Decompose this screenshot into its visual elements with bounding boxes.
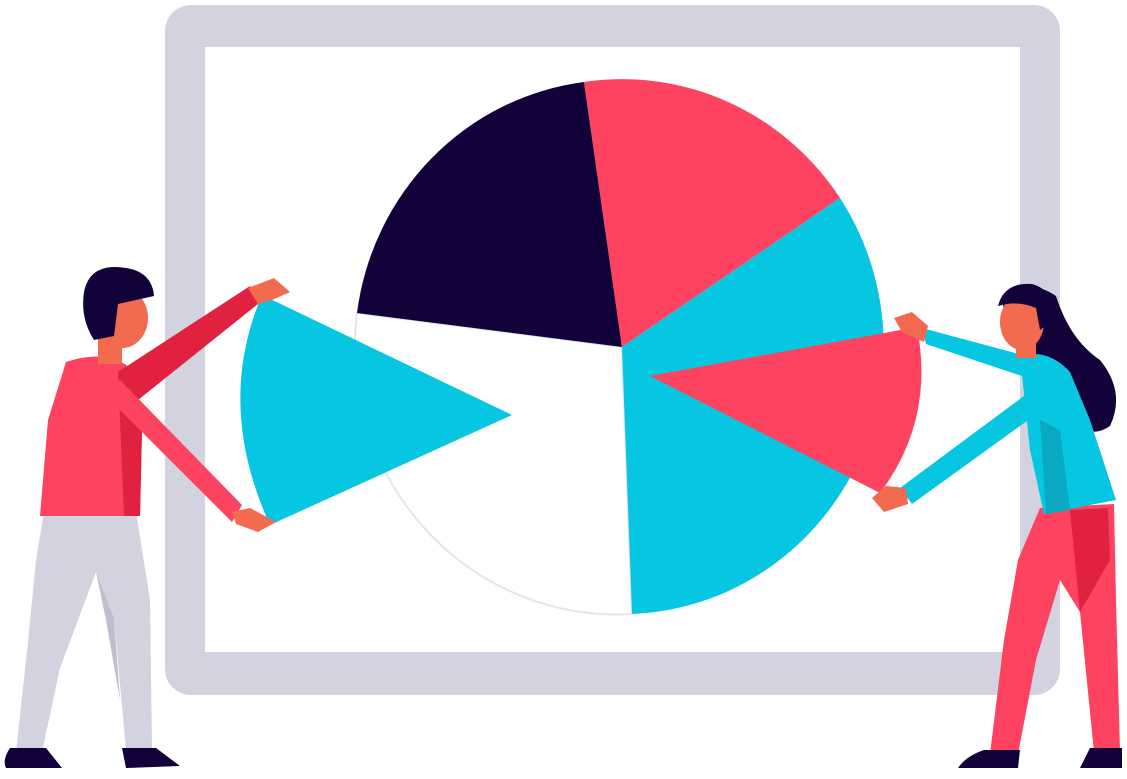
man-arm-lower [100, 380, 242, 522]
pie-slice-detached-cyan [240, 295, 512, 525]
woman-face [1000, 294, 1044, 350]
man-leg-shade [96, 572, 120, 700]
man-legs [16, 512, 152, 752]
woman-hand-bottom [872, 486, 908, 512]
man-hand-top [248, 278, 290, 304]
woman-figure [872, 283, 1122, 768]
pie-chart [354, 79, 884, 616]
pie-slice-navy [357, 82, 622, 347]
pie-slice-red [584, 79, 840, 348]
woman-shoe-left [958, 750, 1020, 768]
woman-hand-top [894, 312, 928, 342]
man-figure [4, 267, 290, 768]
woman-hair-front [998, 283, 1056, 330]
man-arm-raised [118, 286, 258, 400]
man-shoe-left [4, 748, 62, 768]
woman-leg-shade [1070, 508, 1110, 612]
man-shoe-right [122, 748, 180, 768]
man-hair [83, 267, 154, 340]
woman-shoe-right [1080, 748, 1122, 768]
woman-arm-lower [900, 384, 1056, 504]
man-hand-bottom [232, 508, 276, 532]
woman-arm-upper [922, 328, 1040, 382]
woman-top-shade [1040, 420, 1070, 514]
pie-slice-detached-red [650, 327, 922, 493]
